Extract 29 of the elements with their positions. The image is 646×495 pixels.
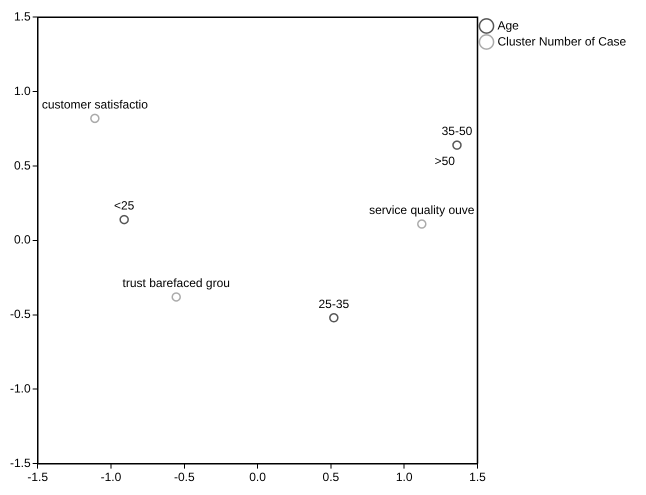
- x-tick-label: -1.0: [100, 470, 122, 484]
- annotation: <25: [114, 198, 135, 213]
- legend-label: Cluster Number of Case: [498, 34, 627, 48]
- point: [90, 114, 100, 124]
- y-tick-label: 1.5: [14, 10, 31, 24]
- y-tick-label: -1.0: [10, 382, 31, 396]
- y-tick-label: -1.5: [10, 456, 31, 470]
- point: [417, 219, 427, 229]
- x-tick-label: 0.5: [322, 470, 340, 484]
- annotation: 35-50: [442, 124, 473, 138]
- y-tick-label: 0.5: [14, 158, 31, 172]
- annotation: customer satisfactio: [42, 97, 148, 112]
- point: [119, 214, 129, 224]
- point: [452, 140, 462, 150]
- y-tick-label: 1.0: [14, 84, 31, 98]
- point: [171, 292, 181, 302]
- legend-label: Age: [498, 18, 520, 32]
- annotation: >50: [434, 154, 456, 168]
- x-tick-label: 0.0: [249, 470, 266, 484]
- annotation: trust barefaced grou: [122, 276, 230, 290]
- x-tick-label: 1.0: [396, 470, 413, 484]
- y-tick-label: 0.0: [14, 232, 31, 247]
- x-tick-label: -0.5: [174, 470, 195, 484]
- y-tick-label: -0.5: [10, 307, 31, 322]
- annotation: 25-35: [318, 296, 350, 311]
- annotation: service quality ouve: [369, 203, 475, 218]
- x-tick-label: -1.5: [27, 470, 48, 484]
- x-tick-label: 1.5: [469, 470, 486, 484]
- point: [329, 313, 339, 323]
